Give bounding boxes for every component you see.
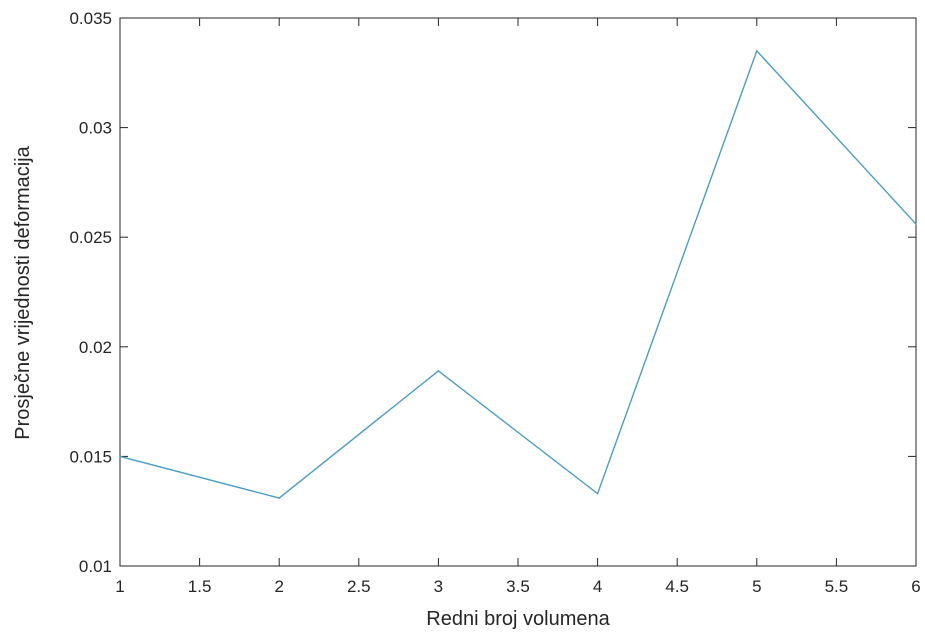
data-point — [437, 370, 440, 372]
y-tick-label: 0.035 — [69, 9, 112, 28]
x-tick-label: 6 — [911, 577, 920, 596]
data-point — [278, 497, 281, 499]
series-layer — [119, 49, 917, 499]
x-tick-label: 1 — [115, 577, 124, 596]
data-point — [119, 455, 121, 458]
x-tick-label: 3.5 — [506, 577, 530, 596]
data-point — [596, 492, 599, 495]
y-tick-label: 0.025 — [69, 228, 112, 247]
x-axis-title: Redni broj volumena — [426, 608, 610, 630]
y-axis-title: Prosječne vrijednosti deformacija — [12, 145, 34, 439]
y-tick-label: 0.01 — [79, 557, 112, 576]
x-tick-label: 4.5 — [665, 577, 689, 596]
x-tick-label: 5 — [752, 577, 761, 596]
x-axis: 1 1.5 2 2.5 3 3.5 4 4.5 5 5.5 6 — [115, 18, 921, 596]
x-tick-label: 5.5 — [825, 577, 849, 596]
data-point — [756, 50, 758, 52]
axes-frame — [119, 17, 917, 567]
data-point — [915, 223, 917, 225]
y-axis: 0.01 0.015 0.02 0.025 0.03 0.035 — [69, 9, 916, 576]
series-line — [119, 49, 917, 499]
x-tick-label: 2.5 — [347, 577, 371, 596]
y-tick-label: 0.015 — [69, 447, 112, 466]
y-tick-label: 0.03 — [79, 119, 112, 138]
x-tick-label: 1.5 — [188, 577, 212, 596]
y-tick-label: 0.02 — [79, 338, 112, 357]
plot-area — [119, 17, 917, 567]
x-tick-label: 3 — [434, 577, 443, 596]
x-tick-label: 4 — [593, 577, 602, 596]
x-tick-label: 2 — [274, 577, 283, 596]
